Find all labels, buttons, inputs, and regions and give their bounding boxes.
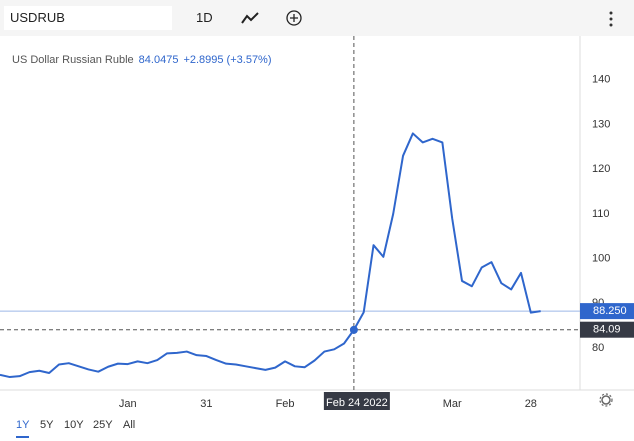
- range-bar: 1Y 5Y 10Y 25Y All: [0, 410, 634, 441]
- crosshair-y-box: [580, 321, 634, 338]
- range-button[interactable]: 5Y: [40, 419, 54, 431]
- range-button[interactable]: All: [123, 419, 136, 431]
- y-tick-label: 140: [592, 74, 610, 86]
- price: 84.0475: [139, 54, 179, 66]
- interval-button[interactable]: 1D: [196, 10, 213, 25]
- menu-icon[interactable]: [606, 10, 616, 28]
- y-tick-label: 110: [592, 208, 610, 220]
- y-tick-label: 130: [592, 118, 610, 130]
- crosshair-point: [349, 325, 358, 334]
- last-value-box: [580, 303, 634, 320]
- price-line: [0, 132, 541, 379]
- add-icon[interactable]: [285, 9, 303, 27]
- y-tick-label: 80: [592, 342, 604, 354]
- last-value-label: 88.250: [593, 305, 627, 317]
- x-tick-label: 31: [200, 398, 212, 410]
- x-tick-label: 28: [525, 398, 537, 410]
- x-tick-label: Jan: [119, 398, 137, 410]
- range-button[interactable]: 1Y: [16, 419, 30, 438]
- chart-type-icon[interactable]: [240, 10, 260, 26]
- symbol-input[interactable]: USDRUB: [4, 6, 172, 30]
- crosshair-y-label: 84.09: [593, 324, 621, 336]
- x-tick-label: Mar: [443, 398, 462, 410]
- chart: US Dollar Russian Ruble 84.0475 +2.8995 …: [0, 36, 634, 410]
- y-tick-label: 120: [592, 163, 610, 175]
- range-button[interactable]: 10Y: [64, 419, 84, 431]
- y-tick-label: 100: [592, 252, 610, 264]
- price-change: +2.8995 (+3.57%): [183, 54, 271, 66]
- settings-icon[interactable]: [599, 393, 613, 407]
- chart-title: US Dollar Russian Ruble: [12, 54, 134, 66]
- range-button[interactable]: 25Y: [93, 419, 113, 431]
- crosshair-x-box: [323, 392, 390, 410]
- x-tick-label: Feb: [276, 398, 295, 410]
- crosshair-x-label: Feb 24 2022: [326, 397, 388, 409]
- toolbar: USDRUB 1D: [0, 0, 634, 36]
